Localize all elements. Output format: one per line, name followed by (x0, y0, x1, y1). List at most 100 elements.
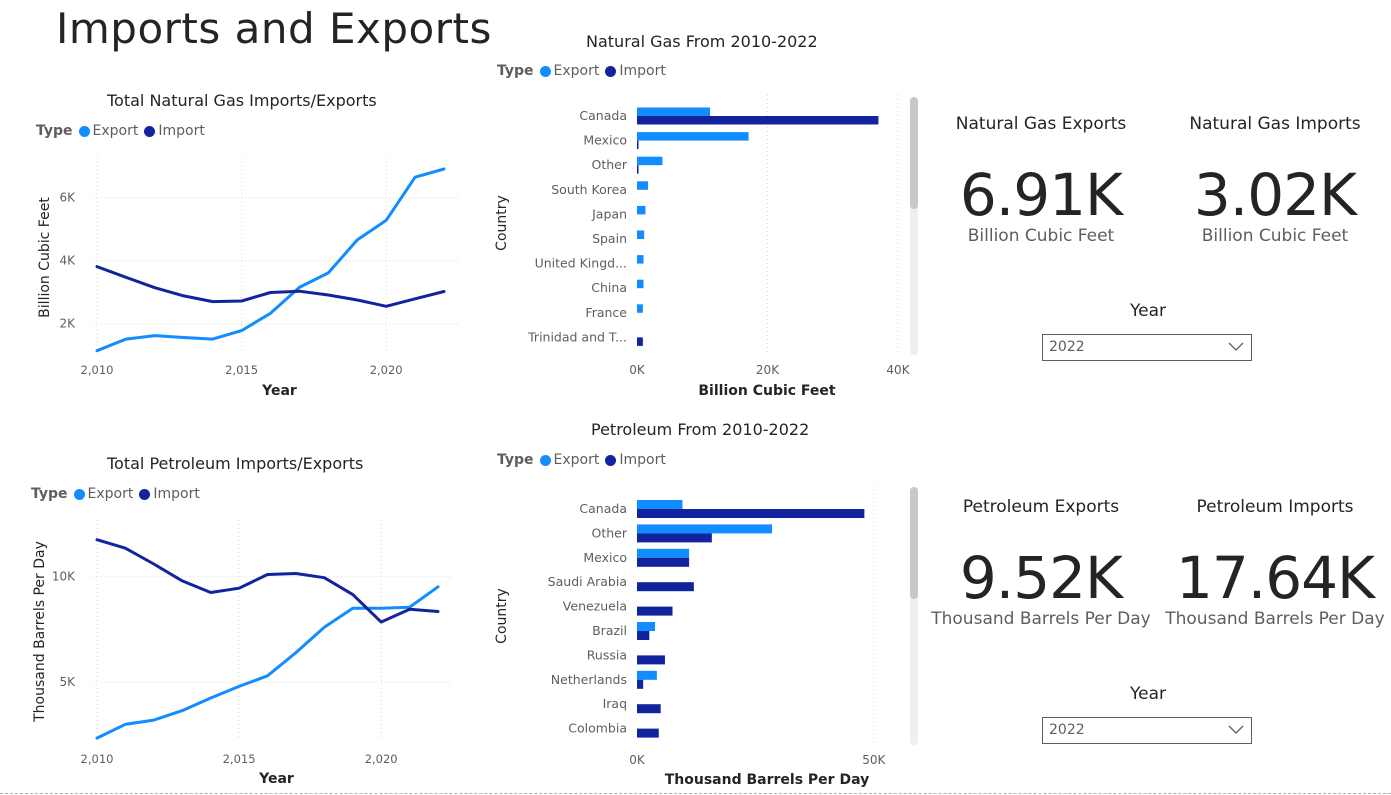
card-value: 17.64K (1175, 544, 1375, 612)
x-axis-title: Year (258, 771, 294, 787)
category-label: South Korea (551, 182, 627, 197)
gas-line-legend: Type Export Import (36, 123, 211, 139)
gas-bar-scrollbar-thumb[interactable] (910, 97, 918, 209)
bar-export (637, 230, 645, 239)
pet-line-legend: Type Export Import (31, 486, 206, 502)
x-tick-label: 2,020 (370, 363, 403, 377)
bar-export (637, 132, 749, 141)
legend-type-label: Type (36, 123, 73, 139)
x-tick-label: 2,015 (223, 752, 256, 766)
x-tick-label: 50K (862, 753, 886, 767)
pet-line-title: Total Petroleum Imports/Exports (107, 454, 364, 473)
legend-export-label: Export (553, 452, 600, 468)
x-axis-title: Year (261, 383, 297, 399)
card-value: 3.02K (1193, 161, 1357, 229)
bar-import (637, 165, 639, 174)
category-label: Canada (579, 501, 627, 516)
pet-year-dropdown[interactable]: 2022 (1042, 717, 1252, 744)
card-unit: Billion Cubic Feet (967, 226, 1115, 246)
bar-import (637, 140, 639, 150)
gas-line-chart[interactable]: 2K 4K 6K 2,010 2,015 2,020 Year Billion Cubic F… (0, 145, 470, 400)
pet-line-chart[interactable]: 5K 10K 2,010 2,015 2,020 Year Thousand Barrels… (0, 510, 470, 792)
x-tick-label: 2,010 (81, 752, 114, 766)
category-label: China (591, 280, 627, 295)
x-tick-label: 0K (629, 363, 646, 377)
legend-export[interactable]: Export (539, 452, 600, 468)
card-unit: Thousand Barrels Per Day (931, 609, 1151, 629)
bar-import (637, 582, 694, 592)
bar-export (637, 304, 643, 313)
card-unit: Billion Cubic Feet (1201, 226, 1349, 246)
bar-import (637, 606, 673, 616)
gas-bar-chart[interactable]: 0K 20K 40K Canada Mexico Other South Korea Japa… (490, 95, 910, 400)
import-dot-icon (139, 488, 151, 500)
series-line-import (95, 265, 446, 308)
import-dot-icon (144, 125, 156, 137)
legend-import[interactable]: Import (139, 486, 200, 502)
x-tick-label: 0K (629, 753, 646, 767)
gas-year-value: 2022 (1049, 339, 1085, 355)
x-tick-label: 2,015 (225, 363, 258, 377)
category-label: Spain (592, 231, 627, 246)
legend-import[interactable]: Import (144, 123, 205, 139)
bar-export (637, 670, 657, 680)
bar-export (637, 548, 690, 558)
gas-bar-title: Natural Gas From 2010-2022 (586, 32, 818, 51)
legend-type-label: Type (31, 486, 68, 502)
category-label: Russia (587, 647, 627, 662)
y-tick-label: 4K (59, 254, 76, 268)
card-title: Petroleum Imports (1196, 497, 1354, 517)
bar-export (637, 156, 663, 166)
card-title: Petroleum Exports (962, 497, 1120, 517)
category-label: Venezuela (563, 599, 627, 614)
y-tick-label: 5K (59, 675, 76, 689)
gas-line-title: Total Natural Gas Imports/Exports (107, 91, 377, 110)
category-label: France (585, 305, 627, 320)
legend-export[interactable]: Export (78, 123, 139, 139)
x-axis-title: Thousand Barrels Per Day (665, 772, 869, 788)
bar-export (637, 279, 644, 289)
legend-export-label: Export (553, 63, 600, 79)
pet-bar-chart[interactable]: 0K 50K Canada Other Mexico Saudi Arabia Venezu… (490, 485, 910, 792)
legend-export-label: Export (92, 123, 139, 139)
legend-export[interactable]: Export (73, 486, 134, 502)
pet-bar-scrollbar[interactable] (910, 487, 918, 745)
x-tick-label: 2,010 (81, 363, 114, 377)
legend-import[interactable]: Import (605, 452, 666, 468)
category-label: Saudi Arabia (548, 574, 627, 589)
legend-import[interactable]: Import (605, 63, 666, 79)
page-bottom-divider (0, 793, 1391, 794)
bar-export (637, 500, 683, 509)
x-tick-label: 2,020 (365, 752, 398, 766)
legend-type-label: Type (497, 452, 534, 468)
category-label: Brazil (592, 623, 627, 638)
gas-bar-scrollbar[interactable] (910, 97, 918, 355)
bar-import (637, 655, 665, 665)
gas-year-dropdown[interactable]: 2022 (1042, 334, 1252, 361)
y-tick-label: 6K (59, 191, 76, 205)
legend-type-label: Type (497, 63, 534, 79)
category-label: Japan (591, 206, 627, 221)
card-title: Natural Gas Imports (1189, 114, 1361, 134)
legend-export[interactable]: Export (539, 63, 600, 79)
import-dot-icon (605, 454, 617, 466)
chevron-down-icon (1228, 725, 1244, 734)
x-axis-title: Billion Cubic Feet (698, 383, 836, 399)
bar-import (637, 509, 865, 518)
gas-bar-legend: Type Export Import (497, 63, 672, 79)
card-title: Natural Gas Exports (955, 114, 1127, 134)
category-label: Iraq (603, 696, 627, 711)
y-axis-title: Country (494, 588, 510, 644)
bar-export (637, 205, 646, 215)
card-value: 6.91K (959, 161, 1123, 229)
series-line-import (95, 538, 440, 624)
bar-export (637, 107, 711, 116)
bar-import (637, 728, 659, 738)
bar-export (637, 181, 649, 190)
bar-export (637, 255, 644, 264)
legend-export-label: Export (87, 486, 134, 502)
bar-import (637, 533, 712, 543)
bar-export (637, 622, 655, 631)
pet-bar-scrollbar-thumb[interactable] (910, 487, 918, 599)
category-label: Netherlands (551, 672, 627, 687)
